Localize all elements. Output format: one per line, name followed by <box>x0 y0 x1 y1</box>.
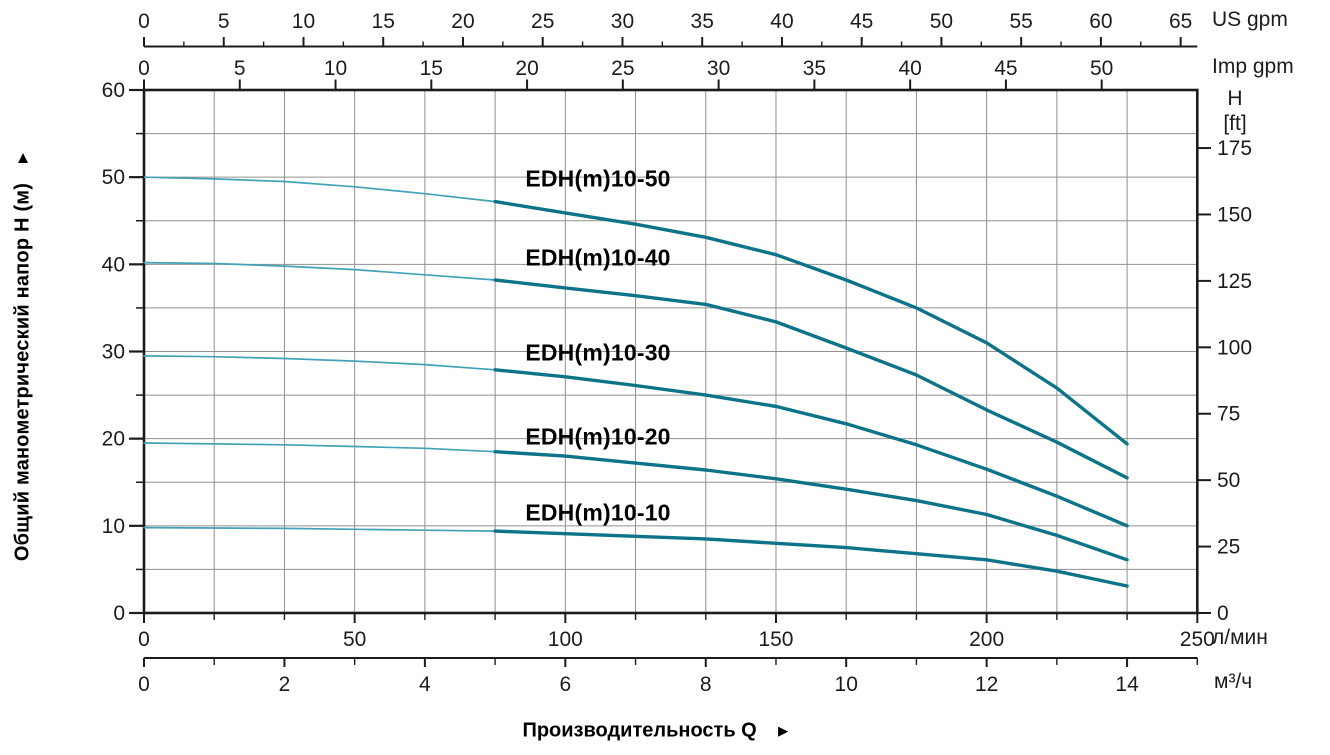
tick-label: 0 <box>138 628 150 651</box>
h-ft-unit-label: H [ft] <box>1205 86 1265 136</box>
tick-label: 5 <box>234 57 246 80</box>
tick-label: 25 <box>611 57 634 80</box>
tick-label: 30 <box>611 10 634 33</box>
tick-label: 0 <box>138 57 150 80</box>
x-axis-title-group: Производительность Q ► <box>522 720 791 743</box>
pump-curves <box>143 176 1129 588</box>
tick-label: 12 <box>975 673 998 696</box>
tick-label: 200 <box>969 628 1004 651</box>
tick-label: 60 <box>102 79 125 102</box>
tick-label: 0 <box>138 673 150 696</box>
tick-label: 10 <box>324 57 347 80</box>
h-ft-axis: 0 25 50 75 100 125 150 175 <box>1197 137 1252 625</box>
tick-label: 250 <box>1180 628 1215 651</box>
curve-label-EDH(m)10-30: EDH(m)10-30 <box>525 339 671 366</box>
tick-label: 25 <box>531 10 554 33</box>
x-axis-arrow-icon: ► <box>774 721 792 740</box>
tick-label: 8 <box>700 673 712 696</box>
tick-label: 50 <box>930 10 953 33</box>
y-axis-title: Общий манометрический напор H (м) <box>11 182 34 562</box>
tick-label: 65 <box>1169 10 1192 33</box>
imp-gpm-unit-label: Imp gpm <box>1212 55 1294 78</box>
tick-label: 50 <box>1217 469 1240 492</box>
curve-EDH(m)10-10 <box>493 529 1129 588</box>
tick-label: 50 <box>343 628 366 651</box>
curve-EDH(m)10-20 <box>493 450 1129 562</box>
tick-label: 60 <box>1089 10 1112 33</box>
tick-label: 45 <box>850 10 873 33</box>
tick-label: 150 <box>1217 203 1252 226</box>
tick-label: 10 <box>102 515 125 538</box>
tick-label: 0 <box>138 10 150 33</box>
h-ft-unit-line1: H <box>1227 87 1243 110</box>
us-gpm-unit-label: US gpm <box>1212 8 1288 31</box>
tick-label: 2 <box>279 673 291 696</box>
m3h-unit-label: м³/ч <box>1214 670 1253 693</box>
curve-label-EDH(m)10-10: EDH(m)10-10 <box>525 499 671 526</box>
tick-label: 10 <box>292 10 315 33</box>
tick-label: 0 <box>113 602 125 625</box>
tick-label: 15 <box>420 57 443 80</box>
l-min-unit-label: л/мин <box>1212 626 1268 649</box>
tick-label: 35 <box>803 57 826 80</box>
tick-label: 30 <box>102 341 125 364</box>
imp-gpm-axis: 0 5 10 15 20 25 30 35 40 45 50 <box>138 57 1113 90</box>
tick-label: 50 <box>102 166 125 189</box>
tick-label: 10 <box>835 673 858 696</box>
curve-thin-EDH(m)10-10 <box>143 526 496 532</box>
tick-label: 20 <box>102 428 125 451</box>
tick-label: 40 <box>102 253 125 276</box>
tick-label: 45 <box>994 57 1017 80</box>
curve-thin-EDH(m)10-20 <box>143 442 496 453</box>
tick-label: 125 <box>1217 270 1252 293</box>
y-axis-arrow-icon: ▲ <box>14 148 32 167</box>
tick-label: 20 <box>515 57 538 80</box>
curve-label-EDH(m)10-40: EDH(m)10-40 <box>525 244 671 271</box>
curve-thin-EDH(m)10-30 <box>143 355 496 371</box>
tick-label: 150 <box>758 628 793 651</box>
curve-EDH(m)10-30 <box>493 368 1129 528</box>
tick-label: 15 <box>372 10 395 33</box>
us-gpm-axis: 0 5 10 15 20 25 30 35 40 45 50 55 60 65 <box>138 10 1198 48</box>
curve-label-EDH(m)10-50: EDH(m)10-50 <box>525 165 671 192</box>
tick-label: 30 <box>707 57 730 80</box>
tick-label: 75 <box>1217 403 1240 426</box>
tick-label: 50 <box>1090 57 1113 80</box>
tick-label: 14 <box>1115 673 1139 696</box>
tick-label: 20 <box>451 10 474 33</box>
x-axis-title: Производительность Q <box>522 719 757 742</box>
m3h-axis: 0 2 4 6 8 10 12 14 <box>138 657 1199 696</box>
curve-EDH(m)10-40 <box>493 278 1129 480</box>
tick-label: 55 <box>1009 10 1032 33</box>
tick-label: 5 <box>218 10 230 33</box>
curve-thin-EDH(m)10-50 <box>143 176 496 203</box>
curve-label-EDH(m)10-20: EDH(m)10-20 <box>525 423 671 450</box>
h-m-axis: 0 10 20 30 40 50 60 <box>102 79 144 625</box>
tick-label: 100 <box>548 628 583 651</box>
tick-label: 175 <box>1217 137 1252 160</box>
tick-label: 40 <box>770 10 793 33</box>
tick-label: 0 <box>1217 602 1229 625</box>
tick-label: 6 <box>559 673 571 696</box>
curve-thin-EDH(m)10-40 <box>143 261 496 281</box>
tick-label: 35 <box>691 10 714 33</box>
tick-label: 100 <box>1217 336 1252 359</box>
curve-EDH(m)10-50 <box>493 199 1129 446</box>
h-ft-unit-line2: [ft] <box>1223 112 1247 135</box>
tick-label: 25 <box>1217 536 1240 559</box>
l-min-axis: 0 50 100 150 200 250 <box>138 613 1215 651</box>
tick-label: 40 <box>898 57 921 80</box>
tick-label: 4 <box>419 673 431 696</box>
